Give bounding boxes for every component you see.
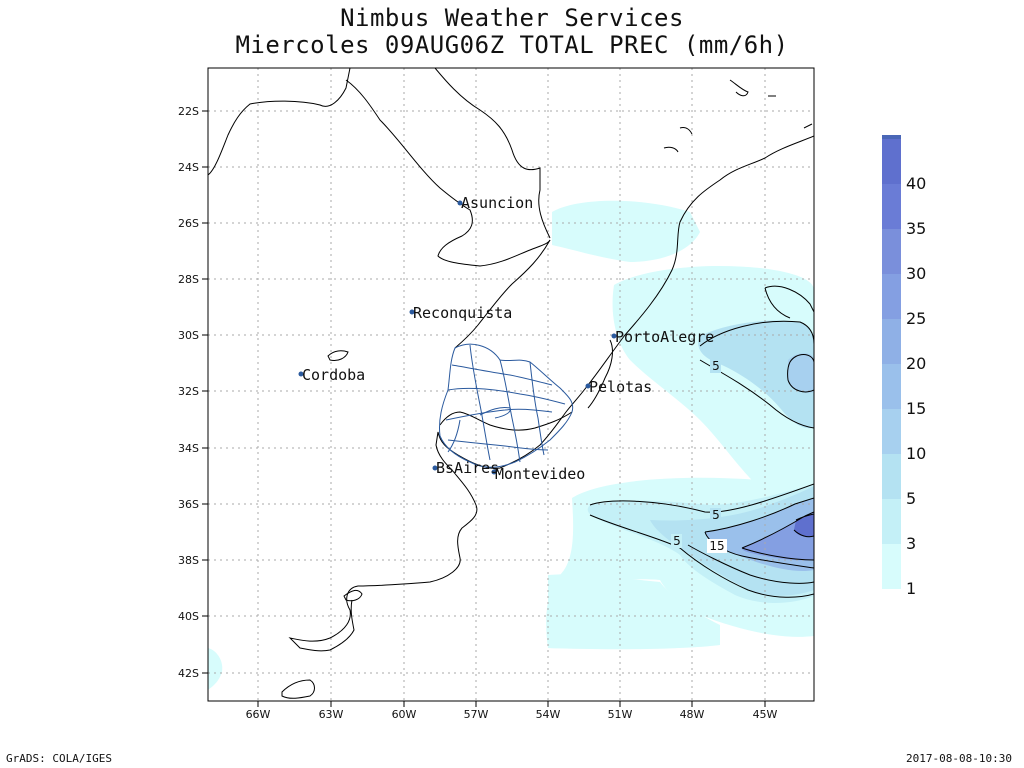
brazil-paraguay-border: [434, 68, 551, 239]
lon-label: 57W: [464, 708, 489, 721]
islands-northeast: [663, 79, 813, 153]
contour-label: 5: [712, 359, 720, 373]
uruguay-basins: [439, 343, 574, 468]
lat-label: 34S: [178, 442, 199, 455]
city-label-portoalegre: PortoAlegre: [615, 328, 714, 346]
lat-label: 42S: [178, 667, 199, 680]
lat-label: 32S: [178, 385, 199, 398]
lat-label: 26S: [178, 217, 199, 230]
city-label-reconquista: Reconquista: [413, 304, 512, 322]
lat-label: 36S: [178, 498, 199, 511]
la-plata-estuary: [439, 411, 573, 431]
map-frame: [207, 67, 815, 702]
city-markers: [298, 200, 617, 475]
city-label-montevideo: Montevideo: [495, 465, 585, 483]
city-dot-montevideo: [491, 469, 497, 475]
lake-mar-chiquita: [327, 350, 349, 361]
latitude-labels: 22S 24S 26S 28S 30S 32S 34S 36S 38S 40S …: [178, 105, 199, 680]
footer-credit: GrADS: COLA/IGES: [6, 752, 112, 765]
city-dot-bsaires: [432, 465, 438, 471]
valdes-peninsula: [343, 589, 363, 602]
city-labels: Asuncion Reconquista PortoAlegre Cordoba…: [302, 194, 714, 483]
city-dot-cordoba: [298, 371, 304, 377]
footer-timestamp: 2017-08-08-10:30: [906, 752, 1012, 765]
grid-lines: [208, 68, 814, 701]
longitude-labels: 66W 63W 60W 57W 54W 51W 48W 45W: [246, 708, 778, 721]
patos-lagoon: [587, 339, 613, 409]
precip-area-north: [552, 200, 700, 262]
precipitation-fill: [208, 200, 814, 690]
city-dot-pelotas: [585, 383, 591, 389]
lon-label: 54W: [536, 708, 561, 721]
lat-label: 24S: [178, 161, 199, 174]
lon-label: 63W: [319, 708, 344, 721]
lon-label: 60W: [392, 708, 417, 721]
city-dot-asuncion: [457, 200, 463, 206]
lon-label: 45W: [753, 708, 778, 721]
contour-label: 5: [673, 534, 681, 548]
axis-ticks: [202, 110, 766, 707]
south-america-coast: [288, 135, 814, 652]
argentina-brazil-border: [454, 239, 551, 349]
coastlines-and-borders: [208, 68, 814, 699]
paraguay-border: [208, 68, 351, 176]
city-label-asuncion: Asuncion: [461, 194, 533, 212]
lon-label: 51W: [608, 708, 633, 721]
tierra-del-fuego: [281, 679, 315, 699]
contour-labels: 5 5 5 15: [671, 359, 727, 553]
city-label-bsaires: BsAires: [436, 459, 499, 477]
lat-label: 28S: [178, 273, 199, 286]
precip-area-far-southwest: [208, 648, 223, 690]
lat-label: 38S: [178, 554, 199, 567]
precip-area-east-10mm: [788, 353, 814, 393]
precip-area-east-5mm: [698, 320, 814, 429]
city-label-pelotas: Pelotas: [589, 378, 652, 396]
map-title: Nimbus Weather Services: [340, 4, 684, 32]
lat-label: 30S: [178, 329, 199, 342]
map-subtitle: Miercoles 09AUG06Z TOTAL PREC (mm/6h): [235, 31, 789, 59]
contour-label: 5: [712, 508, 720, 522]
lat-label: 22S: [178, 105, 199, 118]
city-label-cordoba: Cordoba: [302, 366, 365, 384]
lon-label: 66W: [246, 708, 271, 721]
precip-area-southwest: [548, 574, 720, 650]
city-dot-portoalegre: [611, 333, 617, 339]
contour-label: 15: [709, 539, 724, 553]
lon-label: 48W: [680, 708, 705, 721]
paraguay-argentina-border: [345, 79, 551, 267]
lat-label: 40S: [178, 610, 199, 623]
city-dot-reconquista: [409, 309, 415, 315]
